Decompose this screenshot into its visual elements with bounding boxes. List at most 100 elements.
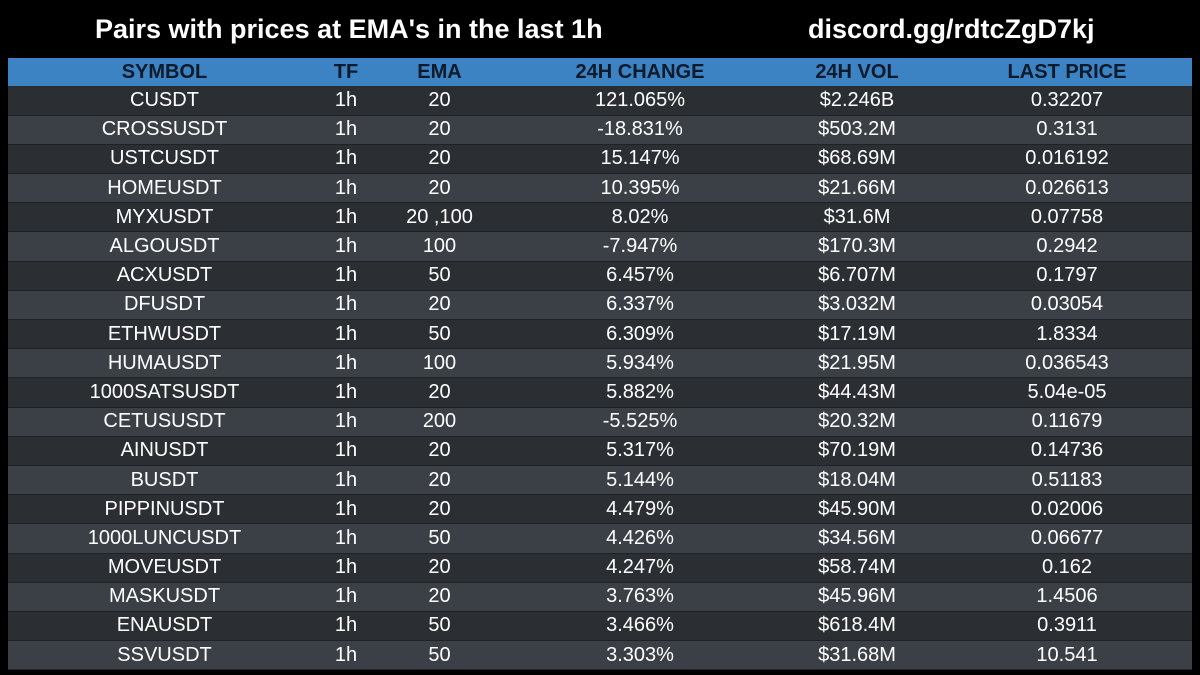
cell-tf: 1h <box>321 290 371 321</box>
cell-symbol: ENAUSDT <box>8 611 321 642</box>
table-row: CETUSUSDT 1h 200 -5.525% $20.32M 0.11679 <box>8 407 1192 437</box>
table-row: ALGOUSDT 1h 100 -7.947% $170.3M 0.2942 <box>8 231 1192 262</box>
column-header-tf[interactable]: TF <box>333 60 359 83</box>
cell-24h-vol: $17.19M <box>772 319 942 350</box>
table-row: HUMAUSDT 1h 100 5.934% $21.95M 0.036543 <box>8 348 1192 379</box>
cell-symbol: USTCUSDT <box>8 144 321 175</box>
table-row: 1000LUNCUSDT 1h 50 4.426% $34.56M 0.06677 <box>8 523 1192 554</box>
cell-24h-change: 8.02% <box>508 202 772 233</box>
table-row: SSVUSDT 1h 50 3.303% $31.68M 10.541 <box>8 640 1192 671</box>
cell-symbol: DFUSDT <box>8 290 321 321</box>
cell-24h-change: 5.934% <box>508 348 772 379</box>
cell-symbol: ALGOUSDT <box>8 231 321 262</box>
cell-24h-vol: $21.95M <box>772 348 942 379</box>
cell-24h-vol: $31.6M <box>772 202 942 233</box>
cell-24h-change: 3.763% <box>508 582 772 612</box>
cell-tf: 1h <box>321 231 371 262</box>
table-row: CROSSUSDT 1h 20 -18.831% $503.2M 0.3131 <box>8 115 1192 145</box>
cell-24h-change: 10.395% <box>508 173 772 204</box>
cell-tf: 1h <box>321 115 371 145</box>
ema-pairs-table: SYMBOL TF EMA 24H CHANGE 24H VOL LAST PR… <box>8 58 1192 671</box>
cell-ema: 20 <box>371 553 508 583</box>
cell-tf: 1h <box>321 144 371 175</box>
cell-tf: 1h <box>321 319 371 350</box>
cell-24h-vol: $68.69M <box>772 144 942 175</box>
table-row: MASKUSDT 1h 20 3.763% $45.96M 1.4506 <box>8 582 1192 612</box>
column-header-ema[interactable]: EMA <box>417 60 462 83</box>
cell-last-price: 0.036543 <box>942 348 1192 379</box>
cell-last-price: 0.016192 <box>942 144 1192 175</box>
table-row: DFUSDT 1h 20 6.337% $3.032M 0.03054 <box>8 290 1192 321</box>
cell-tf: 1h <box>321 465 371 496</box>
cell-tf: 1h <box>321 377 371 408</box>
cell-tf: 1h <box>321 348 371 379</box>
cell-tf: 1h <box>321 202 371 233</box>
cell-last-price: 0.026613 <box>942 173 1192 204</box>
table-row: USTCUSDT 1h 20 15.147% $68.69M 0.016192 <box>8 144 1192 175</box>
table-body: CUSDT 1h 20 121.065% $2.246B 0.32207 CROSSUSDT… <box>8 86 1192 671</box>
cell-24h-vol: $70.19M <box>772 436 942 466</box>
cell-ema: 100 <box>371 231 508 262</box>
cell-24h-vol: $31.68M <box>772 640 942 671</box>
cell-ema: 50 <box>371 640 508 671</box>
table-row: MOVEUSDT 1h 20 4.247% $58.74M 0.162 <box>8 553 1192 583</box>
cell-24h-vol: $18.04M <box>772 465 942 496</box>
cell-symbol: MYXUSDT <box>8 202 321 233</box>
cell-ema: 20 <box>371 144 508 175</box>
cell-symbol: 1000SATSUSDT <box>8 377 321 408</box>
cell-symbol: HUMAUSDT <box>8 348 321 379</box>
cell-symbol: MOVEUSDT <box>8 553 321 583</box>
cell-last-price: 0.3911 <box>942 611 1192 642</box>
page-header: Pairs with prices at EMA's in the last 1… <box>0 0 1200 58</box>
table-row: BUSDT 1h 20 5.144% $18.04M 0.51183 <box>8 465 1192 496</box>
cell-24h-change: 4.247% <box>508 553 772 583</box>
cell-ema: 20 <box>371 173 508 204</box>
cell-last-price: 0.1797 <box>942 261 1192 291</box>
cell-last-price: 0.3131 <box>942 115 1192 145</box>
cell-24h-change: 5.144% <box>508 465 772 496</box>
table-row: PIPPINUSDT 1h 20 4.479% $45.90M 0.02006 <box>8 494 1192 525</box>
cell-ema: 50 <box>371 319 508 350</box>
cell-24h-change: 5.882% <box>508 377 772 408</box>
cell-24h-vol: $6.707M <box>772 261 942 291</box>
cell-24h-vol: $20.32M <box>772 407 942 437</box>
cell-symbol: CUSDT <box>8 86 321 116</box>
cell-ema: 50 <box>371 523 508 554</box>
discord-link[interactable]: discord.gg/rdtcZgD7kj <box>808 14 1095 44</box>
cell-24h-change: 6.337% <box>508 290 772 321</box>
cell-24h-vol: $3.032M <box>772 290 942 321</box>
cell-tf: 1h <box>321 436 371 466</box>
cell-24h-vol: $45.90M <box>772 494 942 525</box>
cell-ema: 20 <box>371 290 508 321</box>
column-header-24h-vol[interactable]: 24H VOL <box>815 60 899 83</box>
cell-last-price: 0.02006 <box>942 494 1192 525</box>
cell-last-price: 0.07758 <box>942 202 1192 233</box>
cell-last-price: 1.8334 <box>942 319 1192 350</box>
cell-last-price: 0.06677 <box>942 523 1192 554</box>
cell-tf: 1h <box>321 582 371 612</box>
cell-symbol: CROSSUSDT <box>8 115 321 145</box>
cell-last-price: 10.541 <box>942 640 1192 671</box>
column-header-last-price[interactable]: LAST PRICE <box>1007 60 1127 83</box>
cell-tf: 1h <box>321 407 371 437</box>
cell-symbol: AINUSDT <box>8 436 321 466</box>
cell-ema: 100 <box>371 348 508 379</box>
cell-symbol: ETHWUSDT <box>8 319 321 350</box>
table-row: HOMEUSDT 1h 20 10.395% $21.66M 0.026613 <box>8 173 1192 204</box>
cell-24h-change: 4.426% <box>508 523 772 554</box>
table-row: MYXUSDT 1h 20 ,100 8.02% $31.6M 0.07758 <box>8 202 1192 233</box>
cell-last-price: 0.14736 <box>942 436 1192 466</box>
cell-last-price: 0.2942 <box>942 231 1192 262</box>
cell-ema: 20 <box>371 494 508 525</box>
cell-symbol: HOMEUSDT <box>8 173 321 204</box>
cell-symbol: MASKUSDT <box>8 582 321 612</box>
cell-symbol: BUSDT <box>8 465 321 496</box>
cell-symbol: SSVUSDT <box>8 640 321 671</box>
cell-tf: 1h <box>321 86 371 116</box>
cell-24h-vol: $44.43M <box>772 377 942 408</box>
column-header-24h-change[interactable]: 24H CHANGE <box>575 60 705 83</box>
cell-tf: 1h <box>321 173 371 204</box>
cell-last-price: 0.11679 <box>942 407 1192 437</box>
cell-24h-change: 6.457% <box>508 261 772 291</box>
column-header-symbol[interactable]: SYMBOL <box>121 60 208 83</box>
